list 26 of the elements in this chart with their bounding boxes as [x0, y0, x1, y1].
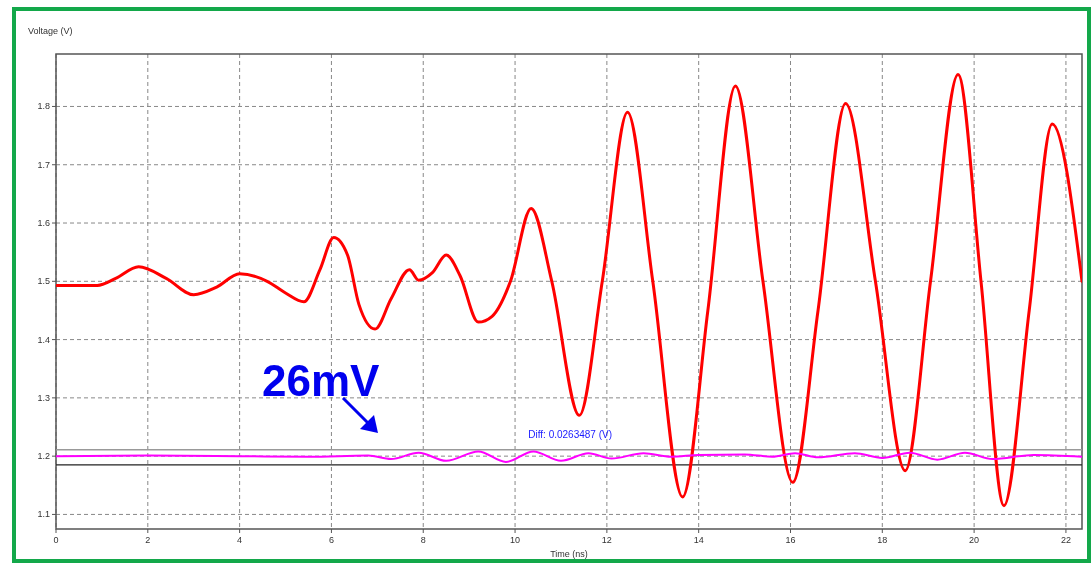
annotation: Diff: 0.0263487 (V) [528, 428, 613, 440]
y-tick-label: 1.6 [37, 218, 50, 229]
y-tick-label: 1.8 [37, 101, 50, 112]
x-tick-label: 14 [693, 535, 704, 545]
y-tick-label: 1.1 [37, 509, 50, 520]
x-tick-label: 8 [420, 535, 426, 545]
x-tick-label: 4 [237, 535, 243, 545]
x-tick-label: 18 [877, 535, 888, 545]
x-tick-label: 12 [601, 535, 612, 545]
x-axis-title: Time (ns) [550, 549, 588, 559]
x-tick-label: 2 [145, 535, 151, 545]
line-series [56, 72, 1082, 508]
y-tick-label: 1.4 [37, 334, 50, 345]
x-tick-label: 0 [53, 535, 59, 545]
x-tick-label: 22 [1060, 535, 1071, 545]
y-tick-label: 1.5 [37, 276, 50, 287]
y-tick-label: 1.7 [37, 159, 50, 170]
annotation: 26mV [262, 356, 381, 405]
x-tick-label: 20 [969, 535, 980, 545]
y-tick-label: 1.2 [37, 451, 50, 462]
y-tick-label: 1.3 [37, 392, 50, 403]
x-tick-label: 10 [510, 535, 521, 545]
x-tick-label: 16 [785, 535, 796, 545]
y-axis-title: Voltage (V) [28, 26, 73, 36]
line-series [56, 450, 1082, 463]
x-tick-label: 6 [328, 535, 334, 545]
